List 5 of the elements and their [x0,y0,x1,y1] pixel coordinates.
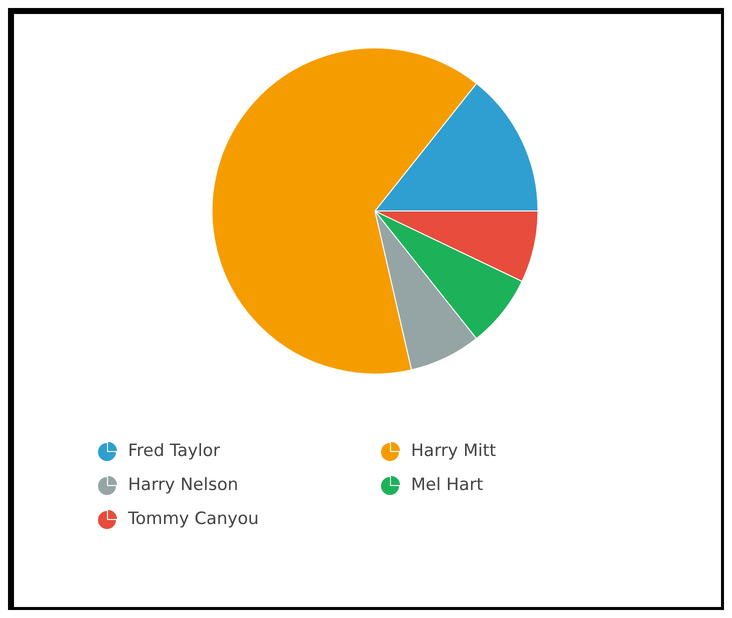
legend-label: Fred Taylor [128,441,220,461]
legend-label: Tommy Canyou [128,509,259,529]
legend-label: Mel Hart [411,475,484,495]
legend-label: Harry Mitt [411,441,496,461]
legend-label: Harry Nelson [128,475,238,495]
